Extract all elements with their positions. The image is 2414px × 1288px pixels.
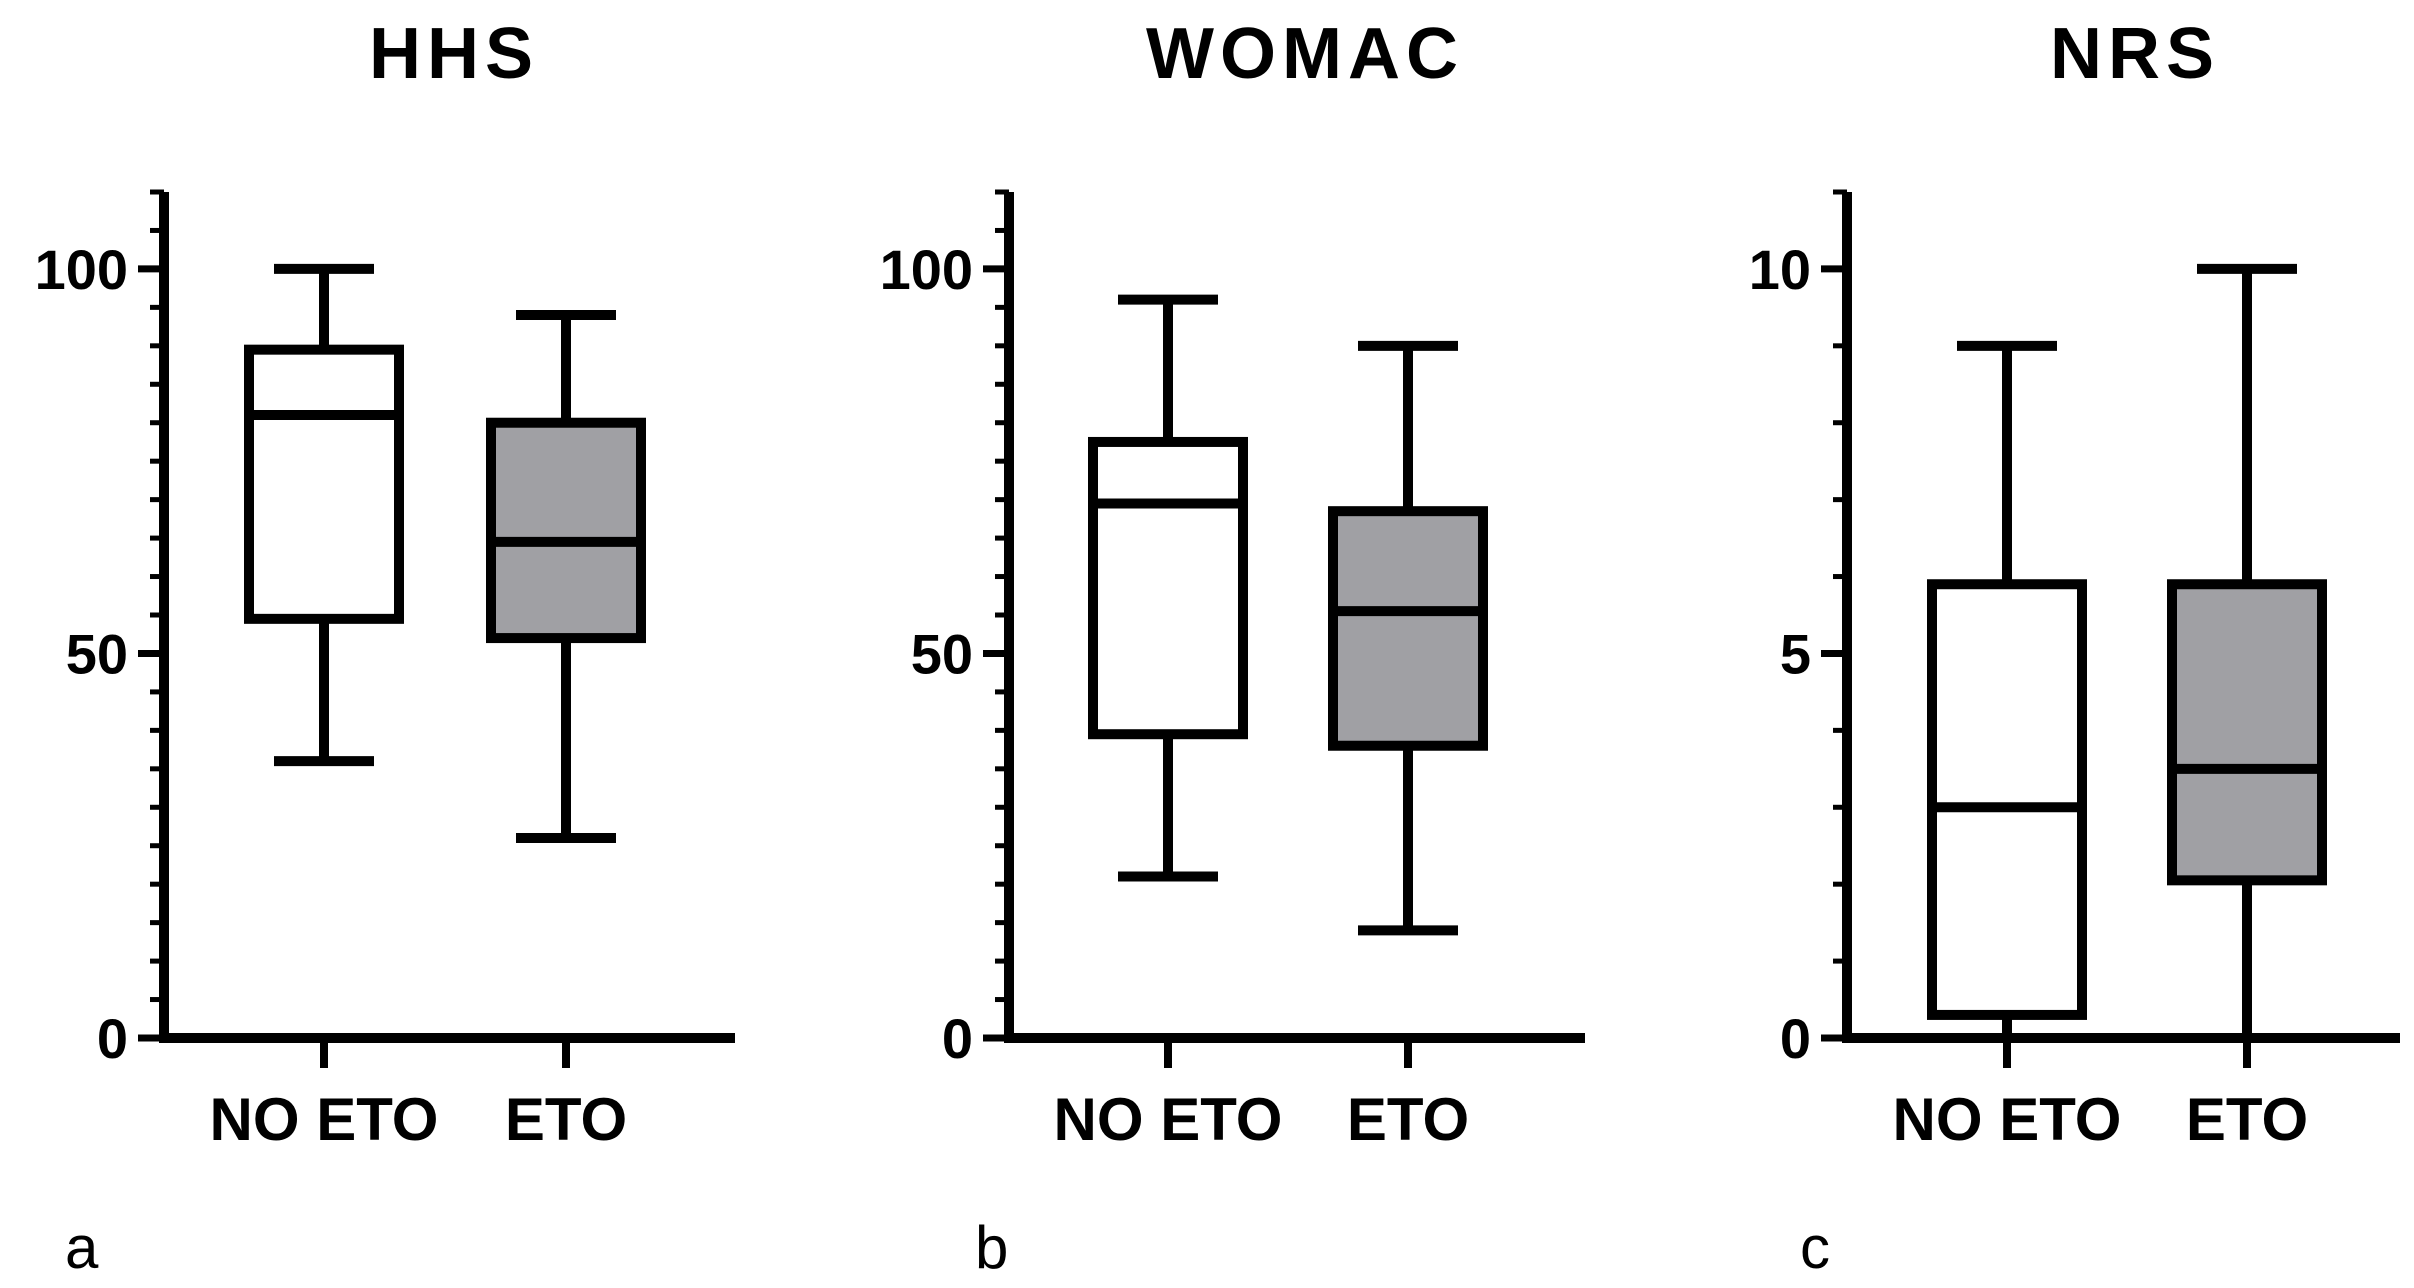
y-tick-label: 100: [880, 238, 973, 301]
y-tick-label: 100: [35, 238, 128, 301]
chart-title-hhs: HHS: [369, 14, 539, 94]
y-axis-labels-c: 0 5 10: [1749, 238, 1811, 1070]
panel-letter-c: c: [1800, 1214, 1830, 1281]
x-category-label: ETO: [1347, 1086, 1469, 1153]
y-axis-labels-a: 0 50 100: [35, 238, 128, 1070]
box-a-eto: [486, 310, 646, 844]
iqr-box: [486, 417, 646, 644]
y-tick-label: 50: [66, 622, 128, 685]
y-tick-label: 0: [942, 1007, 973, 1070]
iqr-box: [1927, 579, 2087, 1020]
boxes-a: [244, 263, 646, 844]
x-category-labels-c: NO ETO ETO: [1893, 1086, 2309, 1153]
iqr-box: [1328, 506, 1488, 751]
y-axis-labels-b: 0 50 100: [880, 238, 973, 1070]
box-c-eto: [2167, 263, 2327, 1043]
panel-c: NRS 0 5 10 NO ETO ETO c: [1749, 14, 2400, 1281]
y-tick-label: 0: [97, 1007, 128, 1070]
panel-letter-b: b: [975, 1214, 1008, 1281]
x-category-label: NO ETO: [1054, 1086, 1283, 1153]
chart-title-nrs: NRS: [2050, 14, 2220, 94]
box-b-eto: [1328, 340, 1488, 936]
x-category-labels-a: NO ETO ETO: [210, 1086, 628, 1153]
y-axis-ticks-b: [983, 189, 1585, 1068]
x-category-label: ETO: [505, 1086, 627, 1153]
boxes-c: [1927, 263, 2327, 1043]
panel-a: HHS 0 50 100 NO ETO ETO a: [35, 14, 735, 1281]
x-category-label: NO ETO: [210, 1086, 439, 1153]
iqr-box: [2167, 579, 2327, 886]
iqr-box: [244, 344, 404, 624]
box-a-no-eto: [244, 263, 404, 767]
y-axis-ticks-a: [138, 189, 735, 1068]
y-tick-label: 5: [1780, 622, 1811, 685]
iqr-box: [1088, 436, 1248, 740]
y-axis-ticks-c: [1821, 189, 2400, 1068]
panel-letter-a: a: [65, 1214, 99, 1281]
panel-b: WOMAC 0 50 100 NO ETO ETO b: [880, 14, 1585, 1281]
chart-title-womac: WOMAC: [1146, 14, 1464, 94]
box-c-no-eto: [1927, 340, 2087, 1043]
x-category-label: ETO: [2186, 1086, 2308, 1153]
x-category-label: NO ETO: [1893, 1086, 2122, 1153]
y-tick-label: 10: [1749, 238, 1811, 301]
y-tick-label: 50: [911, 622, 973, 685]
boxes-b: [1088, 294, 1488, 936]
y-tick-label: 0: [1780, 1007, 1811, 1070]
x-category-labels-b: NO ETO ETO: [1054, 1086, 1470, 1153]
box-b-no-eto: [1088, 294, 1248, 882]
